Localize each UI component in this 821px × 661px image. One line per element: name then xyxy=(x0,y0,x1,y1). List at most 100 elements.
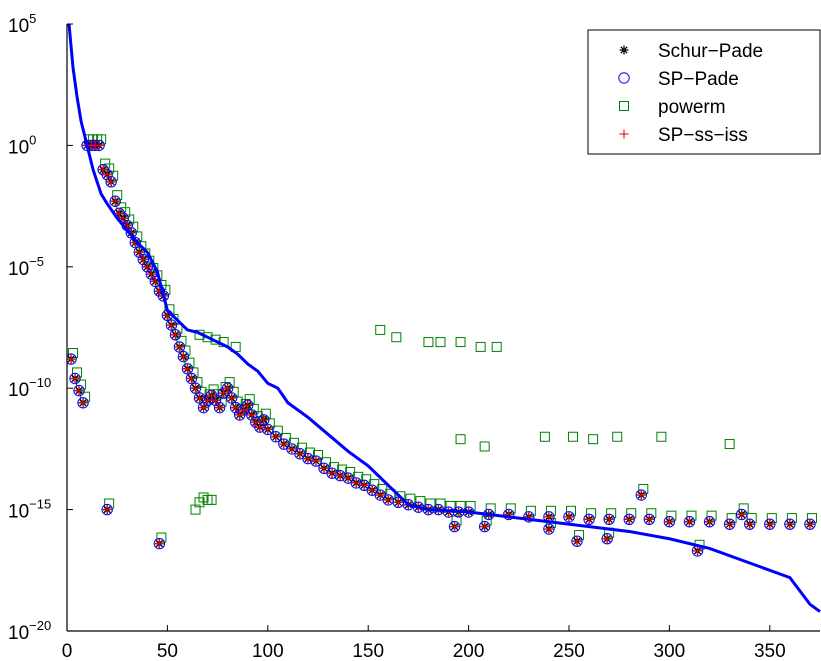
sp-ss-iss-point xyxy=(737,509,747,519)
sp-pade-point xyxy=(334,469,346,482)
sp-ss-iss-point xyxy=(243,400,253,410)
sp-ss-iss-point xyxy=(219,388,229,398)
sp-ss-iss-point xyxy=(223,383,233,393)
sp-ss-iss-point xyxy=(134,247,144,257)
sp-ss-iss-point xyxy=(359,480,369,490)
sp-pade-point xyxy=(503,508,515,521)
sp-pade-point xyxy=(137,253,150,266)
sp-pade-point xyxy=(73,384,85,397)
powerm-point xyxy=(568,431,579,442)
sp-ss-iss-point xyxy=(602,534,612,544)
sp-pade-point xyxy=(193,392,206,404)
powerm-point xyxy=(479,441,490,452)
sp-ss-iss-point xyxy=(311,456,321,466)
sp-ss-iss-point xyxy=(765,519,775,529)
sp-ss-iss-point xyxy=(78,398,88,408)
sp-ss-iss-point xyxy=(74,386,84,396)
sp-ss-iss-point xyxy=(227,393,237,403)
sp-pade-point xyxy=(105,176,117,188)
y-tick-label: 10−15 xyxy=(8,497,51,523)
legend-entry: powerm xyxy=(619,97,726,118)
y-tick-label: 10−10 xyxy=(8,375,51,401)
sp-pade-point xyxy=(173,341,186,353)
sp-pade-point xyxy=(764,518,776,530)
legend-entry: Schur−Pade xyxy=(619,41,763,62)
sp-ss-iss-point xyxy=(544,524,554,534)
sp-ss-iss-point xyxy=(705,517,715,527)
sp-ss-iss-point xyxy=(480,522,490,532)
sp-ss-iss-point xyxy=(182,364,192,374)
sp-ss-iss-point xyxy=(693,546,703,556)
sp-ss-iss-point xyxy=(255,422,265,432)
sp-ss-iss-point xyxy=(70,373,80,383)
sp-pade-point xyxy=(69,372,81,385)
sp-ss-iss-point xyxy=(604,514,614,524)
y-tick-base: 10 xyxy=(8,502,29,523)
sp-pade-point xyxy=(77,397,89,409)
sp-ss-iss-point xyxy=(584,514,594,524)
sp-pade-point xyxy=(153,537,166,550)
sp-ss-iss-point xyxy=(303,454,313,464)
powerm-point xyxy=(656,431,667,442)
sp-ss-iss-point xyxy=(203,395,213,405)
sp-pade-point xyxy=(663,516,676,528)
sp-pade-point xyxy=(181,363,194,375)
powerm-point xyxy=(475,341,486,352)
sp-pade-point xyxy=(543,523,555,535)
x-tick-label: 250 xyxy=(553,641,585,661)
sp-pade-point xyxy=(601,533,613,545)
sp-pade-point xyxy=(101,503,113,516)
sp-pade-point xyxy=(683,516,696,528)
sp-pade-point xyxy=(169,329,182,341)
sp-ss-iss-point xyxy=(785,519,795,529)
sp-ss-iss-point xyxy=(110,196,120,206)
sp-ss-iss-point xyxy=(118,213,128,223)
y-tick-base: 10 xyxy=(8,259,29,280)
y-tick-label: 100 xyxy=(8,132,36,158)
sp-pade-point xyxy=(129,236,141,249)
powerm-point xyxy=(375,324,386,335)
sp-pade-point xyxy=(310,455,322,467)
x-tick-label: 100 xyxy=(252,641,284,661)
sp-ss-iss-point xyxy=(367,485,377,495)
powerm-point xyxy=(455,337,466,348)
sp-pade-point xyxy=(229,401,242,414)
sp-ss-iss-point xyxy=(102,505,112,515)
sp-pade-point xyxy=(258,414,270,426)
sp-ss-iss-point xyxy=(319,463,329,473)
sp-ss-iss-point xyxy=(195,393,205,403)
sp-pade-point xyxy=(563,511,575,523)
legend-box xyxy=(587,29,821,155)
sp-ss-iss-point xyxy=(142,262,152,272)
y-tick-label: 10−20 xyxy=(8,618,51,644)
legend-label: powerm xyxy=(658,97,726,118)
sp-ss-iss-point xyxy=(636,490,646,500)
sp-ss-iss-point xyxy=(98,165,108,175)
y-tick-exponent: −20 xyxy=(29,618,51,633)
sp-pade-point xyxy=(185,372,198,385)
sp-ss-iss-point xyxy=(279,439,289,449)
y-tick-base: 10 xyxy=(8,380,29,401)
sp-ss-iss-point xyxy=(166,320,176,330)
sp-pade-point xyxy=(350,477,362,489)
y-tick-exponent: 0 xyxy=(29,132,36,147)
sp-ss-iss-point xyxy=(102,170,112,180)
sp-pade-point xyxy=(262,423,274,436)
sp-ss-iss-point xyxy=(393,497,403,507)
sp-pade-point xyxy=(448,520,461,533)
sp-ss-iss-point xyxy=(207,390,217,400)
sp-pade-point xyxy=(141,261,154,273)
legend-label: Schur−Pade xyxy=(658,41,763,62)
sp-ss-iss-point xyxy=(271,432,281,442)
sp-ss-iss-point xyxy=(211,395,221,405)
sp-ss-iss-point xyxy=(186,373,196,383)
powerm-point xyxy=(423,337,434,348)
sp-pade-point xyxy=(804,518,816,530)
sp-pade-point xyxy=(603,513,615,526)
sp-ss-iss-point xyxy=(191,383,201,393)
y-tick-label: 105 xyxy=(8,11,36,37)
y-tick-exponent: −15 xyxy=(29,497,51,512)
sp-ss-iss-point xyxy=(114,208,124,218)
powerm-point xyxy=(455,434,466,445)
